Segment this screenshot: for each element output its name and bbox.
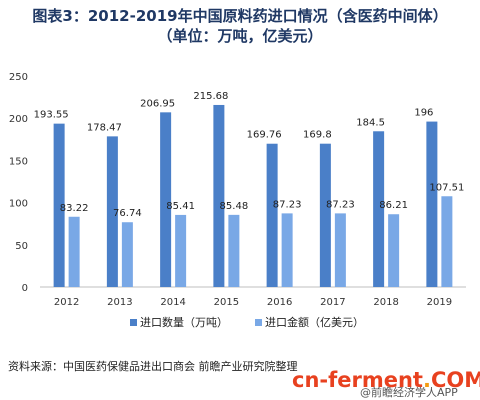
legend-label: 进口数量（万吨） xyxy=(140,316,228,329)
bar xyxy=(106,136,118,287)
bar xyxy=(388,214,400,287)
chart-title: 图表3：2012-2019年中国原料药进口情况（含医药中间体） xyxy=(32,7,448,25)
x-tick-label: 2012 xyxy=(54,297,79,308)
data-label: 87.23 xyxy=(326,199,355,210)
bar xyxy=(160,112,172,287)
data-label: 196 xyxy=(414,108,433,119)
y-tick-label: 100 xyxy=(9,199,28,210)
bar xyxy=(426,121,438,288)
bar xyxy=(121,222,133,287)
source-note: 资料来源：中国医药保健品进出口商会 前瞻产业研究院整理 xyxy=(8,360,298,373)
x-tick-label: 2013 xyxy=(107,297,132,308)
y-tick-label: 0 xyxy=(22,283,28,294)
y-tick-label: 150 xyxy=(9,156,28,167)
y-tick-label: 250 xyxy=(9,72,28,83)
legend-label: 进口金额（亿美元） xyxy=(265,315,364,329)
bar xyxy=(319,143,331,287)
bar xyxy=(441,196,453,287)
bar xyxy=(373,131,385,287)
data-label: 83.22 xyxy=(60,203,89,214)
data-label: 178.47 xyxy=(87,122,122,133)
data-label: 87.23 xyxy=(273,199,302,210)
data-label: 86.21 xyxy=(379,200,408,211)
x-tick-label: 2015 xyxy=(214,297,239,308)
brand-suffix: COM xyxy=(430,368,480,392)
bar xyxy=(228,214,240,287)
data-label: 76.74 xyxy=(113,208,142,219)
bar xyxy=(213,104,225,287)
legend-swatch xyxy=(255,319,262,326)
bar xyxy=(334,213,346,287)
x-tick-label: 2016 xyxy=(267,297,292,308)
data-label: 215.68 xyxy=(193,91,228,102)
data-label: 85.41 xyxy=(166,201,195,212)
bar xyxy=(175,214,187,287)
bar xyxy=(53,123,65,287)
data-label: 85.48 xyxy=(220,201,249,212)
data-label: 184.5 xyxy=(356,117,385,128)
x-tick-label: 2017 xyxy=(320,297,345,308)
legend-swatch xyxy=(130,319,137,326)
bar xyxy=(266,143,278,287)
chart-subtitle: （单位：万吨，亿美元） xyxy=(157,27,323,45)
data-label: 107.51 xyxy=(429,182,464,193)
app-watermark: @前瞻经济学人APP xyxy=(360,386,458,399)
data-label: 206.95 xyxy=(140,98,175,109)
data-label: 193.55 xyxy=(34,110,69,121)
data-label: 169.76 xyxy=(247,130,282,141)
y-tick-label: 200 xyxy=(9,114,28,125)
brand-watermark: cn-ferment.COM xyxy=(292,368,480,392)
y-tick-label: 50 xyxy=(15,241,28,252)
x-tick-label: 2014 xyxy=(160,297,185,308)
brand-dot: . xyxy=(422,368,431,392)
bar xyxy=(68,216,80,287)
data-label: 169.8 xyxy=(303,130,332,141)
x-tick-label: 2019 xyxy=(427,297,452,308)
x-tick-label: 2018 xyxy=(373,297,398,308)
bar xyxy=(281,213,293,287)
brand-prefix: cn-ferment xyxy=(292,368,423,392)
